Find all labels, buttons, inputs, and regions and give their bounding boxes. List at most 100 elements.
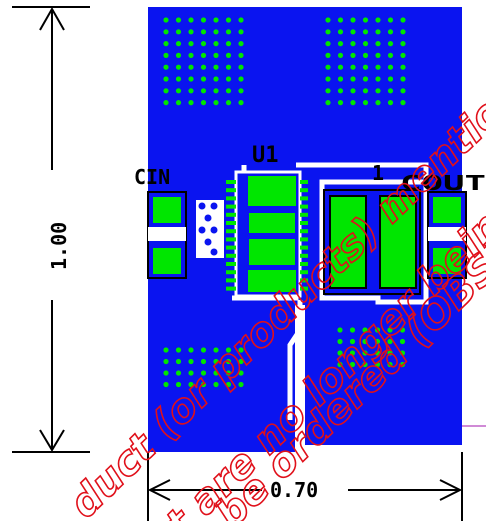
via [188,29,194,35]
via [163,358,169,365]
via [213,41,219,47]
via [163,76,169,82]
via [188,370,194,376]
via [350,100,356,106]
via [175,29,182,35]
u1-pin [226,262,236,266]
via [225,358,232,365]
via [225,64,232,70]
via [399,350,406,356]
u1-pin [300,196,308,201]
via [362,76,369,82]
via [213,381,219,388]
via [325,17,331,23]
via [188,17,194,23]
width-dimension [147,452,463,521]
via [213,76,219,82]
via [349,350,356,356]
via [337,29,344,35]
u1-pin [226,212,236,217]
via [374,361,381,368]
via [225,17,232,23]
via [213,100,219,106]
via [200,29,207,35]
via [238,358,244,365]
via [387,327,393,333]
u1-pin [300,286,308,291]
via [188,381,194,388]
via [374,350,381,356]
via [337,41,344,47]
via [350,17,356,23]
via [337,88,344,94]
via [175,358,182,365]
cin-capacitor [147,191,187,279]
via [400,29,406,35]
via [362,41,369,47]
via [374,338,381,345]
via-arrays [163,17,406,388]
via [188,52,194,59]
via [375,64,381,70]
via [238,76,244,82]
via [399,327,406,333]
u1-label: U1 [252,143,279,168]
cout-capacitor [427,191,467,279]
u1-pin [226,229,236,234]
via [200,381,207,388]
via [362,350,368,356]
via [375,17,381,23]
via [213,52,219,59]
via [188,347,194,353]
via [200,100,207,106]
via [337,361,343,368]
l1-label: 1 [372,161,384,185]
via [399,361,406,368]
via [175,76,182,82]
u1-pin [226,253,236,258]
via [188,358,194,365]
height-dimension [12,6,90,453]
via [163,100,169,106]
via [362,338,368,345]
via [225,370,232,376]
via [337,338,343,345]
via [362,88,369,94]
u1-pin [300,245,308,250]
via [238,64,244,70]
via [238,370,244,376]
via [337,327,343,333]
via [400,17,406,23]
via [188,100,194,106]
via [213,370,219,376]
via [362,29,369,35]
via [400,41,406,47]
u1-pin [300,212,308,217]
connection-via [204,238,212,246]
u1-pin [300,237,308,242]
u1-pin [300,270,308,275]
via [349,361,356,368]
via [163,29,169,35]
u1-pin [300,180,308,184]
width-dimension-label: 0.70 [270,478,318,502]
via [188,88,194,94]
via [375,41,381,47]
cout-label: COUT [400,171,486,195]
via [163,381,169,388]
via [325,41,331,47]
via [188,76,194,82]
via [325,100,331,106]
via [337,52,344,59]
via [362,17,369,23]
via [337,17,344,23]
via [238,100,244,106]
via [400,76,406,82]
via [375,100,381,106]
via [213,64,219,70]
via [374,327,381,333]
via [350,88,356,94]
via [238,381,244,388]
via [387,88,394,94]
